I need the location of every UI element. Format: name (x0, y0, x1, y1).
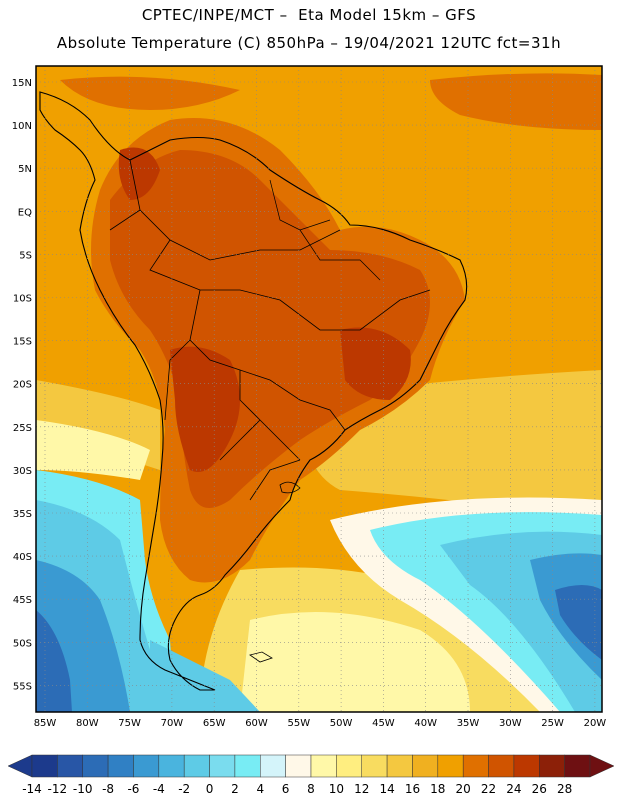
colorbar-swatch (260, 754, 286, 778)
cold-patch (555, 585, 602, 660)
colorbar-swatch (386, 754, 413, 778)
longitude-label: 30W (499, 718, 522, 729)
colorbar-swatch (285, 754, 312, 778)
title-line-2: Absolute Temperature (C) 850hPa – 19/04/… (56, 34, 562, 52)
longitude-label: 45W (372, 718, 395, 729)
colorbar-swatch (158, 754, 185, 778)
field-patch (240, 612, 470, 712)
colorbar-min-arrow (7, 754, 33, 778)
colorbar-label: 12 (354, 782, 370, 796)
colorbar-swatch (234, 754, 261, 778)
latitude-label: 5N (18, 164, 32, 175)
colorbar-label: 8 (307, 782, 315, 796)
latitude-label: 35S (13, 509, 32, 520)
warm-land-field (60, 76, 240, 110)
colorbar-swatch (437, 754, 464, 778)
latitude-label: 30S (13, 466, 32, 477)
colorbar-swatch (183, 754, 210, 778)
longitude-label: 20W (584, 718, 607, 729)
colorbar-swatch (513, 754, 540, 778)
colorbar-label: 14 (379, 782, 395, 796)
colorbar-label: -6 (127, 782, 140, 796)
colorbar (7, 754, 615, 778)
hot-core (118, 147, 160, 200)
latitude-label: 50S (13, 638, 32, 649)
latitude-label: 55S (13, 681, 32, 692)
colorbar-swatch (310, 754, 337, 778)
longitude-labels: 85W 80W 75W 70W 65W 60W 55W 50W 45W 40W 35W 30W 25W 2… (34, 718, 607, 729)
colorbar-label: 22 (480, 782, 497, 796)
colorbar-swatch (488, 754, 515, 778)
latitude-label: 15S (13, 337, 32, 348)
hot-core (340, 327, 411, 400)
longitude-label: 40W (414, 718, 437, 729)
colorbar-swatch (412, 754, 439, 778)
state-borders (269, 179, 381, 281)
temperature-field (36, 66, 602, 712)
colorbar-label: 20 (455, 782, 471, 796)
colorbar-swatch (209, 754, 236, 778)
colorbar-label: 24 (506, 782, 522, 796)
longitude-label: 80W (76, 718, 99, 729)
colorbar-label: -12 (47, 782, 68, 796)
longitude-label: 50W (330, 718, 353, 729)
longitude-label: 75W (118, 718, 141, 729)
latitude-label: 25S (13, 423, 32, 434)
field-patch (36, 420, 150, 480)
colorbar-label: 0 (205, 782, 214, 796)
colorbar-swatch (82, 754, 109, 778)
colorbar-swatch (336, 754, 362, 778)
warm-sea-field (430, 73, 602, 130)
latitude-labels: 15N 10N 5N EQ 5S 10S 15S 20S 25S 30S 35S 40S 45S 50S 5… (12, 78, 32, 692)
colorbar-label: -10 (72, 782, 93, 796)
colorbar-label: -14 (22, 782, 42, 796)
latitude-label: 5S (19, 250, 32, 261)
colorbar-label: 26 (531, 782, 547, 796)
longitude-label: 85W (34, 718, 57, 729)
longitude-label: 65W (203, 718, 226, 729)
longitude-label: 70W (161, 718, 184, 729)
hot-core (170, 346, 240, 472)
latitude-label: 15N (12, 78, 32, 89)
colorbar-label: -8 (102, 782, 115, 796)
longitude-label: 35W (457, 718, 480, 729)
colorbar-swatch (564, 754, 591, 778)
coastline (39, 91, 468, 691)
latitude-label: 10S (13, 294, 32, 305)
latitude-label: 40S (13, 552, 32, 563)
title-line-1: CPTEC/INPE/MCT – Eta Model 15km – GFS (141, 6, 477, 24)
colorbar-label: 28 (556, 782, 573, 796)
map-frame (35, 65, 603, 713)
colorbar-swatch (133, 754, 160, 778)
colorbar-label: 16 (404, 782, 421, 796)
latitude-label: 45S (13, 595, 32, 606)
colorbar-swatch (31, 754, 58, 778)
colorbar-label: 6 (281, 782, 290, 796)
colorbar-swatch (539, 754, 565, 778)
colorbar-label: 2 (231, 782, 239, 796)
cold-patch (150, 640, 260, 712)
colorbar-swatch (57, 754, 83, 778)
colorbar-swatch (462, 754, 489, 778)
colorbar-label: -2 (178, 782, 191, 796)
longitude-label: 60W (245, 718, 268, 729)
colorbar-max-arrow (589, 754, 615, 778)
longitude-label: 25W (541, 718, 564, 729)
colorbar-swatch (107, 754, 134, 778)
colorbar-label: 10 (328, 782, 344, 796)
latitude-label: EQ (18, 207, 32, 218)
colorbar-swatch (361, 754, 388, 778)
latitude-label: 20S (13, 380, 32, 391)
longitude-label: 55W (287, 718, 310, 729)
colorbar-label: -4 (152, 782, 165, 796)
latitude-label: 10N (12, 121, 32, 132)
colorbar-label: 18 (430, 782, 446, 796)
falkland-islands (249, 651, 273, 663)
country-borders (109, 159, 431, 501)
colorbar-label: 4 (256, 782, 265, 796)
lagoon (279, 481, 301, 494)
